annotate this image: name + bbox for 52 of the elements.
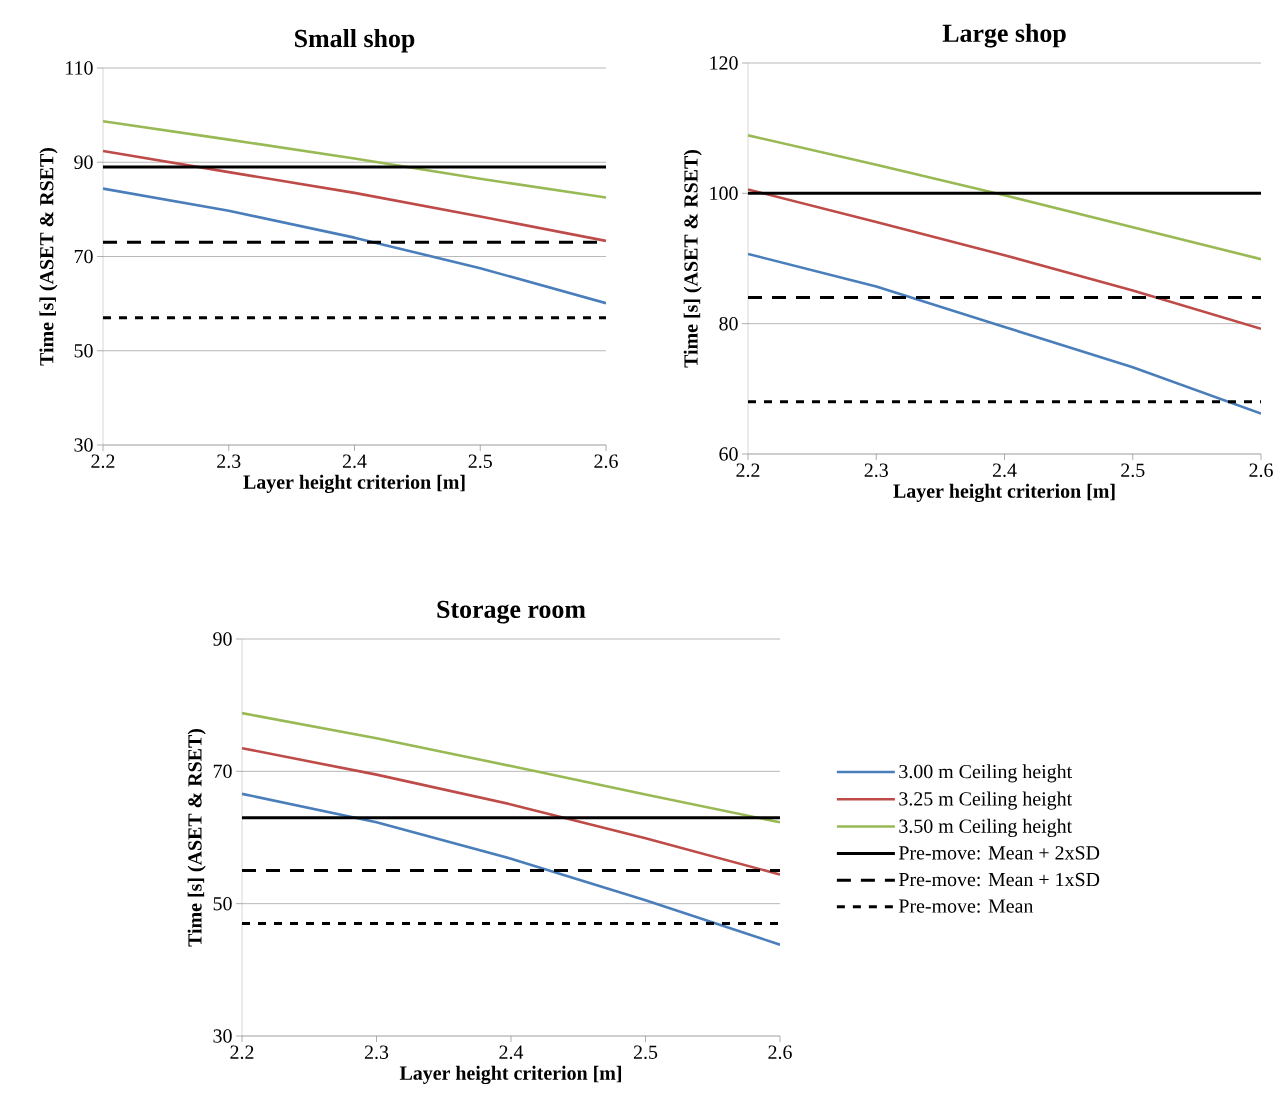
line-series xyxy=(242,792,781,946)
y-tick-label: 50 xyxy=(74,344,93,358)
chart-title: Storage room xyxy=(437,600,586,624)
x-tick-label: 2.3 xyxy=(864,463,888,477)
chart-title: Large shop xyxy=(942,23,1066,48)
x-tick-label: 2.3 xyxy=(364,1045,389,1059)
x-tick-label: 2.4 xyxy=(499,1045,524,1059)
y-tick-label: 120 xyxy=(710,56,738,70)
x-tick-label: 2.3 xyxy=(217,454,241,468)
y-tick-label: 30 xyxy=(213,1029,232,1043)
legend-label: 3.00 m Ceiling height xyxy=(899,764,1073,783)
legend-label: Pre-move: Mean + 2xSD xyxy=(898,846,1100,860)
y-tick-label: 80 xyxy=(719,316,738,331)
x-tick-label: 2.6 xyxy=(1249,463,1273,477)
x-axis-title: Layer height criterion [m] xyxy=(893,483,1115,503)
x-axis-title: Layer height criterion [m] xyxy=(243,474,465,494)
x-tick-label: 2.4 xyxy=(992,463,1017,477)
x-tick-label: 2.4 xyxy=(342,454,367,468)
line-series xyxy=(748,134,1262,261)
y-tick-label: 60 xyxy=(719,447,738,461)
x-tick-label: 2.5 xyxy=(1121,463,1145,477)
line-series xyxy=(242,711,781,824)
x-tick-label: 2.2 xyxy=(230,1045,254,1059)
x-tick-label: 2.2 xyxy=(91,454,115,468)
y-axis-title: Time [s] (ASET & RSET) xyxy=(683,149,702,368)
line-series xyxy=(748,188,1262,331)
x-tick-label: 2.5 xyxy=(633,1045,658,1059)
y-tick-label: 90 xyxy=(74,155,93,169)
line-series xyxy=(103,149,606,243)
y-tick-label: 70 xyxy=(213,764,232,779)
line-series xyxy=(242,746,781,876)
line-series xyxy=(103,187,606,305)
x-tick-label: 2.5 xyxy=(468,454,492,468)
x-axis-title: Layer height criterion [m] xyxy=(399,1065,622,1085)
legend-label: Pre-move: Mean + 1xSD xyxy=(898,872,1100,887)
line-series xyxy=(748,252,1262,415)
x-tick-label: 2.6 xyxy=(768,1045,792,1059)
y-tick-label: 90 xyxy=(213,632,232,646)
legend-label: 3.25 m Ceiling height xyxy=(899,791,1073,810)
y-tick-label: 110 xyxy=(66,61,93,75)
chart-title: Small shop xyxy=(295,29,415,53)
y-tick-label: 50 xyxy=(213,896,232,911)
y-tick-label: 70 xyxy=(74,249,93,264)
y-axis-title: Time [s] (ASET & RSET) xyxy=(39,147,58,366)
x-tick-label: 2.2 xyxy=(736,463,760,477)
line-series xyxy=(103,119,606,199)
legend-label: Pre-move: Mean xyxy=(898,899,1034,913)
legend-label: 3.50 m Ceiling height xyxy=(899,818,1073,837)
y-tick-label: 30 xyxy=(74,438,93,452)
y-tick-label: 100 xyxy=(710,186,738,201)
y-axis-title: Time [s] (ASET & RSET) xyxy=(187,728,206,947)
x-tick-label: 2.6 xyxy=(594,454,618,468)
